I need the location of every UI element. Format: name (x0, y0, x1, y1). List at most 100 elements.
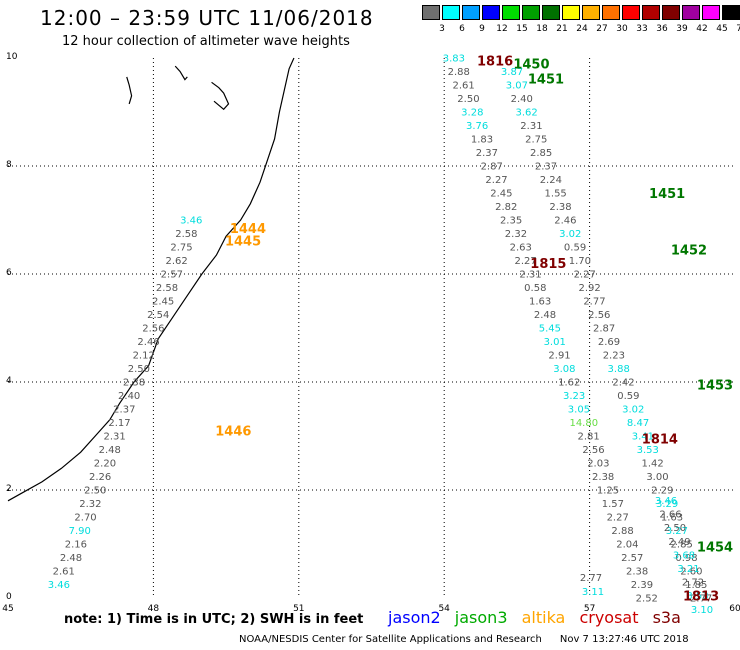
pass-time-label: 1815 (530, 257, 566, 272)
pass-time-label: 1452 (671, 244, 707, 259)
pass-time-label: 1813 (683, 589, 719, 604)
coastline (7, 57, 295, 502)
pass-time-label: 1814 (642, 433, 678, 448)
wave-height-label: 2.54 (147, 310, 169, 321)
scale-swatch (662, 5, 680, 20)
scale-swatch (442, 5, 460, 20)
scale-label: 39 (676, 24, 688, 34)
wave-height-label: 2.81 (577, 432, 599, 443)
pass-time-label: 1451 (528, 73, 564, 88)
scale-label: 18 (536, 24, 548, 34)
wave-height-label: 0.98 (675, 553, 697, 564)
scale-label: 3 (439, 24, 445, 34)
wave-height-label: 2.75 (170, 243, 192, 254)
scale-label: 36 (656, 24, 668, 34)
wave-height-label: 8.47 (627, 418, 649, 429)
scale-swatch (562, 5, 580, 20)
wave-height-label: 2.32 (79, 499, 101, 510)
wave-height-label: 1.57 (602, 499, 624, 510)
scale-swatch (642, 5, 660, 20)
wave-height-label: 2.85 (671, 540, 693, 551)
wave-height-label: 3.46 (180, 216, 202, 227)
pass-time-label: 1816 (477, 55, 513, 70)
legend-cryosat: cryosat (579, 608, 639, 627)
wave-height-label: 2.70 (74, 513, 96, 524)
wave-height-label: 2.75 (525, 135, 547, 146)
wave-height-label: 2.38 (549, 202, 571, 213)
wave-height-label: 2.16 (65, 540, 87, 551)
wave-height-label: 2.58 (156, 283, 178, 294)
wave-height-label: 2.23 (603, 351, 625, 362)
pass-time-label: 1446 (215, 425, 251, 440)
wave-height-label: 3.46 (48, 580, 70, 591)
wave-height-label: 3.07 (506, 81, 528, 92)
pass-time-label: 1450 (513, 57, 549, 72)
wave-height-label: 5.45 (539, 324, 561, 335)
units-note: note: 1) Time is in UTC; 2) SWH is in fe… (64, 612, 364, 627)
latitude-tick-label: 10 (6, 52, 18, 62)
wave-height-label: 3.01 (544, 337, 566, 348)
wave-height-label: 3.53 (686, 591, 708, 602)
wave-height-label: 2.50 (128, 364, 150, 375)
wave-height-label: 2.72 (682, 578, 704, 589)
wave-height-label: 3.05 (568, 405, 590, 416)
credit-text: NOAA/NESDIS Center for Satellite Applica… (239, 634, 542, 645)
wave-height-label: 2.37 (113, 405, 135, 416)
longitude-tick-label: 45 (2, 604, 14, 614)
wave-height-label: 3.62 (515, 108, 537, 119)
wave-height-label: 3.10 (691, 605, 713, 616)
scale-label: 21 (556, 24, 568, 34)
wave-height-label: 3.53 (637, 445, 659, 456)
latitude-tick-label: 8 (6, 160, 12, 170)
wave-height-label: 2.61 (452, 81, 474, 92)
wave-height-label: 2.57 (161, 270, 183, 281)
wave-height-label: 2.40 (511, 94, 533, 105)
scale-swatch (602, 5, 620, 20)
wave-height-label: 2.12 (133, 351, 155, 362)
wave-height-label: 2.88 (448, 67, 470, 78)
latitude-tick-label: 4 (6, 376, 12, 386)
wave-height-label: 3.21 (677, 564, 699, 575)
wave-height-label: 2.37 (476, 148, 498, 159)
wave-height-label: 3.02 (559, 229, 581, 240)
island-outline (211, 81, 230, 111)
wave-height-label: 3.46 (655, 496, 677, 507)
wave-height-label: 2.35 (500, 216, 522, 227)
wave-height-label: 2.77 (690, 594, 712, 605)
wave-height-label: 2.56 (582, 445, 604, 456)
wave-height-label: 2.69 (598, 337, 620, 348)
longitude-tick-label: 48 (147, 604, 160, 614)
pass-time-label: 1444 (230, 222, 266, 237)
wave-height-label: 2.42 (612, 378, 634, 389)
scale-label: 27 (596, 24, 608, 34)
wave-height-label: 1.62 (558, 378, 580, 389)
wave-height-label: 2.27 (485, 175, 507, 186)
latitude-tick-label: 0 (6, 592, 12, 602)
wave-height-label: 2.27 (514, 256, 536, 267)
wave-height-label: 3.00 (646, 472, 668, 483)
wave-height-label: 7.90 (69, 526, 91, 537)
longitude-tick-label: 51 (293, 604, 305, 614)
wave-height-label: 3.88 (608, 364, 630, 375)
wave-height-label: 2.57 (621, 553, 643, 564)
wave-height-label: 2.92 (578, 283, 600, 294)
scale-label: 12 (496, 24, 508, 34)
wave-height-label: 2.40 (118, 391, 140, 402)
wave-height-label: 2.48 (60, 553, 82, 564)
legend-altika: altika (521, 608, 566, 627)
scale-swatch (682, 5, 700, 20)
wave-height-label: 1.42 (641, 459, 663, 470)
wave-height-label: 1.55 (545, 189, 567, 200)
wave-height-label: 0.58 (524, 283, 546, 294)
scale-swatch (462, 5, 480, 20)
scale-label: 33 (636, 24, 648, 34)
pass-time-label: 1451 (649, 187, 685, 202)
latitude-tick-label: 6 (6, 268, 12, 278)
wave-height-label: 2.38 (626, 567, 648, 578)
map-title: 12:00 – 23:59 UTC 11/06/2018 (40, 6, 374, 30)
wave-height-label: 2.48 (534, 310, 556, 321)
wave-height-label: 2.27 (607, 513, 629, 524)
wave-height-label: 2.46 (137, 337, 159, 348)
legend-s3a: s3a (652, 608, 681, 627)
wave-height-label: 3.87 (501, 67, 523, 78)
